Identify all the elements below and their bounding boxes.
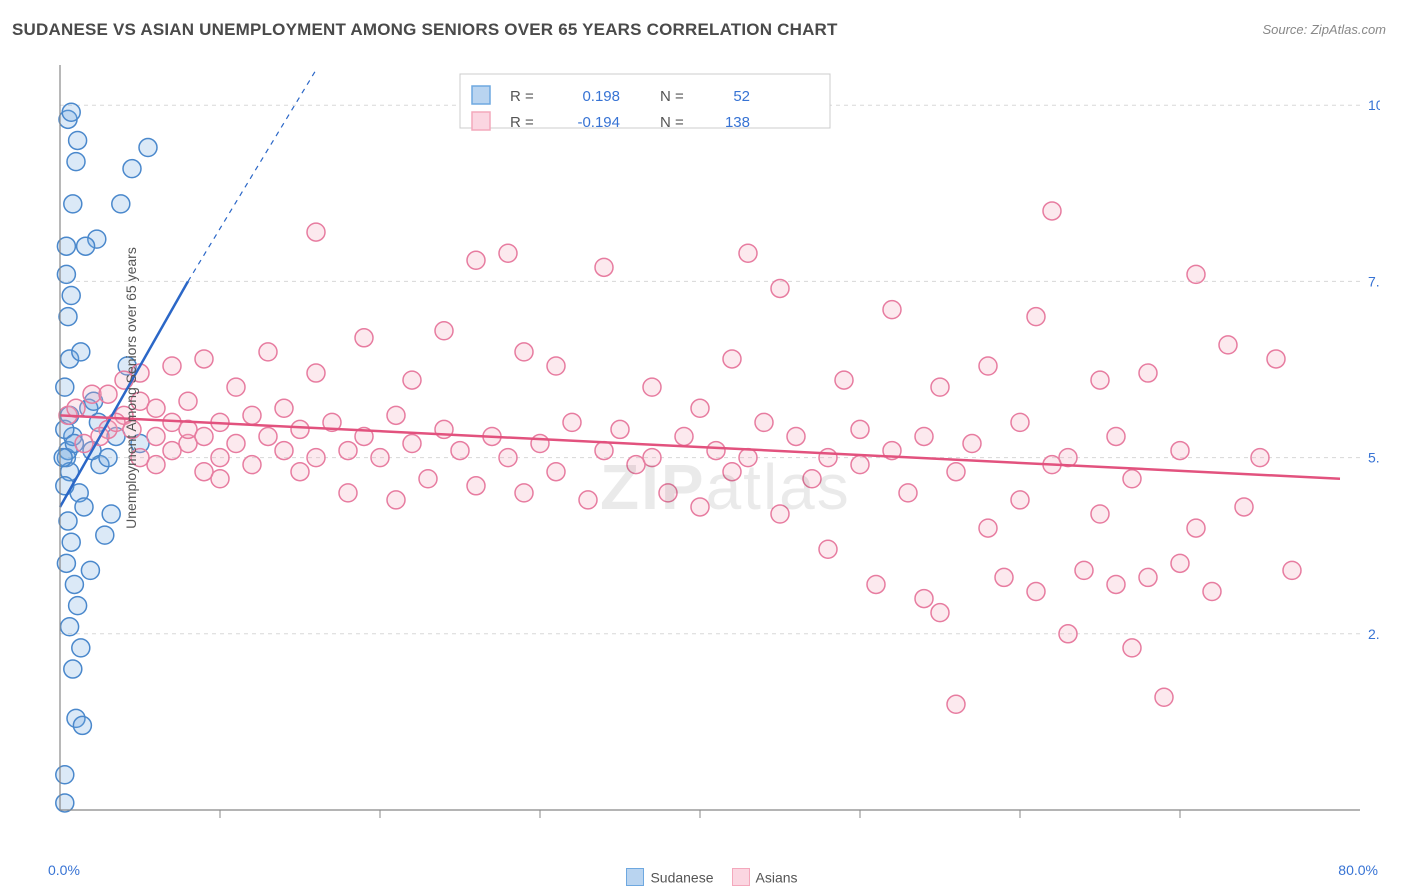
y-axis-label: Unemployment Among Seniors over 65 years (123, 247, 139, 529)
svg-text:138: 138 (725, 114, 750, 131)
svg-text:10.0%: 10.0% (1368, 97, 1380, 113)
scatter-chart: 2.5% 5.0% 7.5% 10.0% R = 0.198 N = 52 R = -0.194 N… (40, 60, 1380, 830)
chart-area: 2.5% 5.0% 7.5% 10.0% R = 0.198 N = 52 R = -0.194 N… (40, 60, 1380, 830)
svg-text:N =: N = (660, 88, 684, 105)
bottom-legend: SudaneseAsians (0, 868, 1406, 886)
svg-text:7.5%: 7.5% (1368, 273, 1380, 289)
svg-text:R =: R = (510, 88, 534, 105)
svg-text:-0.194: -0.194 (577, 114, 620, 131)
svg-text:R =: R = (510, 114, 534, 131)
svg-text:N =: N = (660, 114, 684, 131)
chart-title: SUDANESE VS ASIAN UNEMPLOYMENT AMONG SEN… (12, 20, 838, 40)
svg-text:2.5%: 2.5% (1368, 626, 1380, 642)
source-attribution: Source: ZipAtlas.com (1262, 22, 1386, 37)
svg-text:52: 52 (733, 88, 750, 105)
svg-text:5.0%: 5.0% (1368, 450, 1380, 466)
svg-text:0.198: 0.198 (582, 88, 620, 105)
